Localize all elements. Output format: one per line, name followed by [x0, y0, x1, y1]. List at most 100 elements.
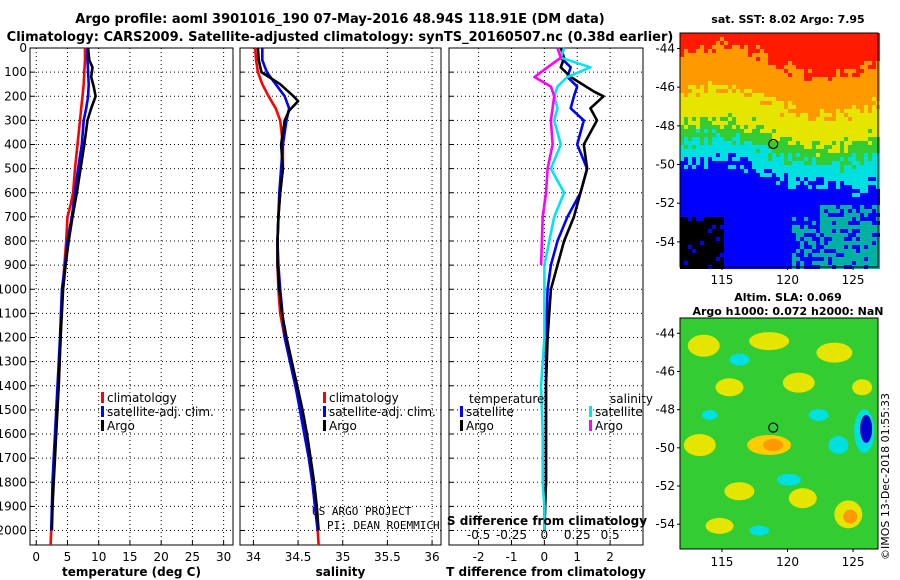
sst-cell: [752, 109, 756, 113]
sst-cell: [844, 213, 848, 217]
sst-cell: [720, 253, 724, 257]
sst-cell: [724, 249, 728, 253]
sst-cell: [788, 189, 792, 193]
sst-cell: [832, 37, 836, 41]
sst-cell: [784, 173, 788, 177]
sst-cell: [828, 157, 832, 161]
sst-cell: [740, 89, 744, 93]
sst-cell: [704, 197, 708, 201]
sst-cell: [696, 225, 700, 229]
sst-cell: [832, 57, 836, 61]
sst-cell: [820, 129, 824, 133]
sst-cell: [856, 61, 860, 65]
sst-cell: [736, 189, 740, 193]
sst-cell: [772, 169, 776, 173]
sst-cell: [872, 261, 876, 265]
sst-cell: [696, 125, 700, 129]
sst-cell: [868, 117, 872, 121]
legend-label: Argo: [595, 419, 623, 433]
sst-cell: [768, 89, 772, 93]
sst-cell: [844, 81, 848, 85]
sst-cell: [720, 77, 724, 81]
sst-cell: [764, 137, 768, 141]
sst-cell: [712, 197, 716, 201]
sst-cell: [780, 137, 784, 141]
sst-cell: [692, 37, 696, 41]
sst-cell: [804, 253, 808, 257]
sst-cell: [872, 69, 876, 73]
sst-cell: [724, 101, 728, 105]
sst-cell: [808, 97, 812, 101]
sst-cell: [820, 105, 824, 109]
sst-cell: [712, 233, 716, 237]
sst-cell: [688, 97, 692, 101]
sst-cell: [868, 165, 872, 169]
sst-cell: [812, 237, 816, 241]
sst-cell: [816, 45, 820, 49]
sst-cell: [784, 89, 788, 93]
sst-cell: [800, 153, 804, 157]
sst-cell: [872, 197, 876, 201]
sst-cell: [680, 245, 684, 249]
sst-cell: [860, 237, 864, 241]
y-tick-label: 1800: [0, 475, 27, 489]
sst-cell: [812, 241, 816, 245]
sst-cell: [704, 121, 708, 125]
sst-cell: [732, 37, 736, 41]
sst-cell: [868, 101, 872, 105]
sst-cell: [848, 209, 852, 213]
sst-cell: [760, 57, 764, 61]
sst-cell: [752, 113, 756, 117]
sst-cell: [836, 201, 840, 205]
sst-cell: [828, 109, 832, 113]
sst-cell: [764, 249, 768, 253]
sst-cell: [692, 165, 696, 169]
sst-cell: [764, 181, 768, 185]
sst-cell: [708, 133, 712, 137]
sst-cell: [840, 145, 844, 149]
sst-cell: [864, 185, 868, 189]
sst-cell: [868, 109, 872, 113]
sst-cell: [796, 149, 800, 153]
sst-cell: [852, 253, 856, 257]
sst-cell: [872, 157, 876, 161]
sst-cell: [848, 185, 852, 189]
sst-cell: [768, 125, 772, 129]
sst-cell: [724, 149, 728, 153]
sst-cell: [708, 57, 712, 61]
sst-cell: [852, 65, 856, 69]
sst-cell: [852, 61, 856, 65]
sst-cell: [856, 97, 860, 101]
sst-cell: [832, 77, 836, 81]
sst-cell: [744, 237, 748, 241]
sst-cell: [824, 209, 828, 213]
sst-cell: [824, 165, 828, 169]
sst-cell: [736, 33, 740, 37]
sst-cell: [800, 257, 804, 261]
sst-cell: [692, 69, 696, 73]
sst-cell: [684, 149, 688, 153]
sst-cell: [680, 189, 684, 193]
sst-cell: [864, 85, 868, 89]
sst-cell: [728, 65, 732, 69]
sst-cell: [736, 81, 740, 85]
sst-cell: [728, 257, 732, 261]
sst-cell: [792, 257, 796, 261]
sst-cell: [680, 113, 684, 117]
sst-cell: [868, 189, 872, 193]
sst-cell: [860, 257, 864, 261]
sst-cell: [856, 113, 860, 117]
sst-cell: [796, 169, 800, 173]
sst-cell: [684, 173, 688, 177]
sst-cell: [772, 161, 776, 165]
sst-cell: [740, 225, 744, 229]
sst-cell: [716, 257, 720, 261]
sst-cell: [832, 173, 836, 177]
sst-cell: [700, 97, 704, 101]
sst-cell: [832, 253, 836, 257]
sst-cell: [856, 37, 860, 41]
sst-cell: [740, 97, 744, 101]
sst-cell: [820, 41, 824, 45]
sst-cell: [700, 257, 704, 261]
sst-cell: [824, 45, 828, 49]
